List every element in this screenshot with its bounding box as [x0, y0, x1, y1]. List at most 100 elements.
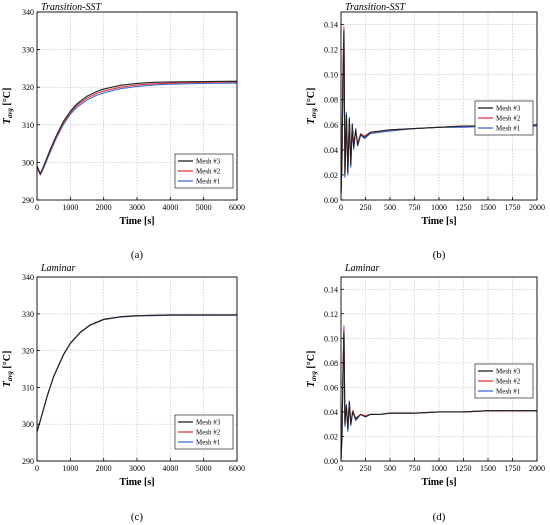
y-tick-label: 320 — [22, 83, 34, 92]
y-tick-label: 0.10 — [324, 334, 338, 343]
panel-caption: (d) — [433, 511, 446, 523]
x-tick-label: 1500 — [480, 464, 496, 473]
x-tick-label: 1750 — [505, 464, 521, 473]
x-tick-label: 2000 — [96, 203, 112, 212]
panel-title: Transition-SST — [41, 2, 102, 13]
y-tick-label: 320 — [22, 347, 34, 356]
y-tick-label: 0.14 — [324, 285, 338, 294]
y-axis-label-sub: avg — [310, 108, 318, 119]
series-line-1 — [36, 314, 237, 432]
x-tick-label: 6000 — [229, 203, 245, 212]
x-tick-label: 3000 — [129, 203, 145, 212]
y-tick-label: 290 — [22, 457, 34, 466]
x-axis-label: Time [s] — [119, 216, 154, 227]
y-axis-label: Tavg [°C] — [306, 88, 318, 125]
x-tick-label: 750 — [409, 203, 421, 212]
legend-label-2: Mesh #2 — [196, 168, 221, 176]
legend-label-1: Mesh #3 — [196, 419, 221, 427]
x-tick-label: 1500 — [480, 203, 496, 212]
x-tick-label: 1750 — [505, 203, 521, 212]
x-axis-label: Time [s] — [119, 477, 154, 488]
panel-a: 0 1000 2000 3000 4000 5000 6000 290 300 310 320 330… — [2, 2, 245, 261]
x-tick-label: 0 — [339, 203, 343, 212]
series-line-1 — [340, 331, 537, 459]
x-tick-label: 6000 — [229, 464, 245, 473]
x-tick-label: 0 — [339, 464, 343, 473]
legend-label-3: Mesh #1 — [496, 388, 521, 396]
x-tick-label: 750 — [409, 464, 421, 473]
x-tick-label: 250 — [360, 203, 372, 212]
y-tick-label: 300 — [22, 158, 34, 167]
panel-title: Laminar — [40, 263, 76, 274]
panel-d: 0 250 500 750 1000 1250 1500 1750 2000 0.00 0.02 0.… — [306, 263, 545, 523]
panel-b: 0 250 500 750 1000 1250 1500 1750 2000 0.00 0.02 0.… — [306, 2, 545, 261]
x-tick-label: 0 — [35, 464, 39, 473]
x-tick-label: 1000 — [62, 203, 78, 212]
x-tick-label: 2000 — [96, 464, 112, 473]
y-axis-label-main: T — [2, 117, 13, 124]
legend-label-3: Mesh #1 — [196, 178, 221, 186]
y-tick-label: 0.14 — [324, 21, 338, 30]
x-tick-label: 4000 — [162, 464, 178, 473]
x-axis-label: Time [s] — [421, 477, 456, 488]
x-tick-label: 3000 — [129, 464, 145, 473]
x-tick-label: 1000 — [62, 464, 78, 473]
y-tick-label: 330 — [22, 46, 34, 55]
x-tick-label: 1250 — [456, 464, 472, 473]
y-axis-label-unit: [°C] — [2, 88, 13, 108]
legend-label-1: Mesh #3 — [496, 105, 521, 113]
y-axis-label: Tavg [°C] — [2, 88, 14, 125]
y-axis-label: Tavg [°C] — [306, 351, 318, 388]
x-tick-label: 0 — [35, 203, 39, 212]
y-axis-label-unit: [°C] — [306, 88, 317, 108]
legend-label-3: Mesh #1 — [196, 439, 221, 447]
x-tick-label: 1000 — [431, 203, 447, 212]
y-axis-label: Tavg [°C] — [2, 351, 14, 388]
panel-c: 0 1000 2000 3000 4000 5000 6000 290 300 310 320 330… — [2, 263, 245, 523]
y-axis-label-main: T — [306, 117, 317, 124]
y-tick-label: 340 — [22, 273, 34, 282]
y-tick-label: 0.04 — [324, 408, 338, 417]
y-tick-label: 290 — [22, 196, 34, 205]
y-tick-label: 0.02 — [324, 171, 338, 180]
y-tick-label: 300 — [22, 420, 34, 429]
legend-label-1: Mesh #3 — [496, 368, 521, 376]
x-tick-label: 4000 — [162, 203, 178, 212]
x-axis-label: Time [s] — [421, 216, 456, 227]
y-tick-label: 310 — [22, 121, 34, 130]
x-tick-label: 5000 — [196, 464, 212, 473]
y-tick-label: 0.00 — [324, 457, 338, 466]
series-line-1 — [340, 30, 538, 194]
y-tick-label: 0.02 — [324, 432, 338, 441]
y-axis-label-sub: avg — [310, 371, 318, 382]
y-tick-label: 0.00 — [324, 196, 338, 205]
y-axis-label-unit: [°C] — [306, 351, 317, 371]
x-tick-label: 500 — [384, 203, 396, 212]
series-line-1 — [36, 80, 238, 175]
y-axis-label-unit: [°C] — [2, 351, 13, 371]
y-tick-label: 0.04 — [324, 146, 338, 155]
legend-label-1: Mesh #3 — [196, 158, 221, 166]
legend-label-3: Mesh #1 — [496, 125, 521, 133]
y-tick-label: 330 — [22, 310, 34, 319]
panel-caption: (c) — [131, 511, 144, 523]
y-tick-label: 0.08 — [324, 359, 338, 368]
y-tick-label: 0.12 — [324, 310, 338, 319]
y-axis-label-sub: avg — [6, 371, 14, 382]
x-tick-label: 2000 — [529, 203, 545, 212]
panel-title: Laminar — [344, 263, 380, 274]
y-tick-label: 0.10 — [324, 71, 338, 80]
y-tick-label: 310 — [22, 383, 34, 392]
x-tick-label: 1250 — [456, 203, 472, 212]
legend-label-2: Mesh #2 — [496, 378, 521, 386]
x-tick-label: 500 — [384, 464, 396, 473]
y-axis-label-main: T — [2, 380, 13, 387]
y-tick-label: 0.12 — [324, 46, 338, 55]
y-tick-label: 0.06 — [324, 121, 338, 130]
x-tick-label: 1000 — [431, 464, 447, 473]
y-tick-label: 340 — [22, 8, 34, 17]
x-tick-label: 2000 — [529, 464, 545, 473]
x-tick-label: 5000 — [196, 203, 212, 212]
panel-caption: (a) — [131, 249, 144, 261]
